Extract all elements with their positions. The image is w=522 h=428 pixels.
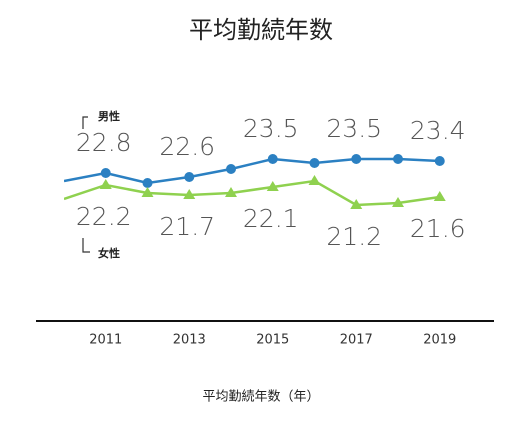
marker xyxy=(183,189,196,199)
marker xyxy=(226,164,236,174)
bracket xyxy=(82,238,90,253)
value-label: 23.4 xyxy=(410,116,466,145)
line xyxy=(64,157,440,185)
marker xyxy=(267,154,278,164)
value-label: 22.6 xyxy=(159,132,215,161)
marker xyxy=(434,156,445,166)
value-label: 21.6 xyxy=(410,214,466,243)
marker xyxy=(392,197,404,207)
marker xyxy=(99,179,112,189)
marker xyxy=(309,158,320,168)
plot-area xyxy=(64,154,446,209)
marker xyxy=(350,199,363,209)
marker xyxy=(266,181,279,191)
value-label: 21.2 xyxy=(326,222,382,251)
value-label: 23.5 xyxy=(243,114,299,143)
bracket xyxy=(82,116,88,129)
marker xyxy=(225,187,237,197)
chart-title: 平均勤続年数 xyxy=(189,16,333,44)
x-tick-label: 2011 xyxy=(89,333,122,348)
marker xyxy=(308,175,321,185)
marker xyxy=(141,187,154,197)
value-label: 22.8 xyxy=(76,128,132,157)
value-label: 21.7 xyxy=(159,212,215,241)
marker xyxy=(142,178,153,188)
marker xyxy=(393,154,403,164)
marker xyxy=(433,191,446,201)
marker xyxy=(100,168,111,178)
x-axis-label: 平均勤続年数（年） xyxy=(202,390,319,405)
legend-label: 女性 xyxy=(98,246,120,260)
x-tick-label: 2013 xyxy=(173,333,206,348)
value-label: 23.5 xyxy=(326,114,382,143)
x-tick-label: 2015 xyxy=(256,333,289,348)
x-tick-label: 2017 xyxy=(340,333,373,348)
legend-label: 男性 xyxy=(98,109,120,123)
line xyxy=(64,179,440,207)
value-label: 22.1 xyxy=(243,204,299,233)
value-label: 22.2 xyxy=(76,202,132,231)
marker xyxy=(184,172,195,182)
marker xyxy=(351,154,362,164)
x-tick-label: 2019 xyxy=(423,333,456,348)
